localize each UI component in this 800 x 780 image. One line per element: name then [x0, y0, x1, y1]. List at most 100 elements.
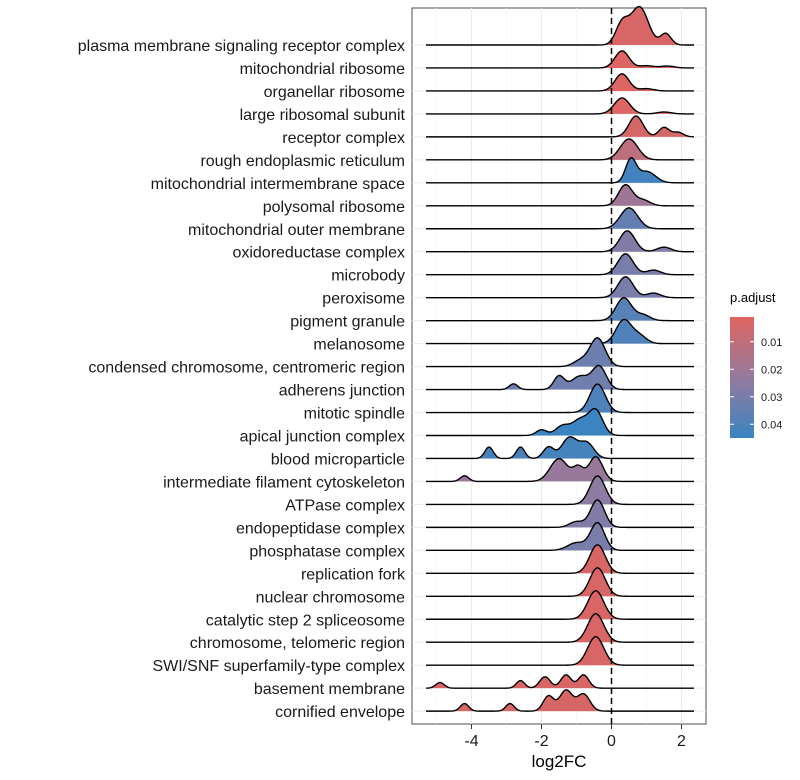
ridge-outline: [426, 183, 694, 207]
y-tick-label: mitotic spindle: [304, 406, 405, 423]
ridge: [426, 50, 694, 69]
x-tick-label: -2: [534, 733, 548, 750]
y-tick-label: oxidoreductase complex: [232, 245, 405, 262]
ridge-outline: [426, 436, 694, 460]
ridge: [426, 567, 694, 597]
y-tick-label: melanosome: [313, 337, 405, 354]
ridge-outline: [426, 297, 694, 322]
y-tick-label: large ribosomal subunit: [240, 107, 406, 124]
y-tick-label: phosphatase complex: [249, 543, 405, 560]
ridge-fill: [426, 230, 694, 252]
ridge-fill: [426, 276, 694, 298]
ridge-fill: [426, 365, 694, 390]
ridges: [425, 5, 695, 712]
y-tick-label: microbody: [331, 268, 405, 285]
legend-tick-label: 0.02: [761, 364, 782, 376]
ridge-outline: [426, 383, 694, 414]
ridge-fill: [426, 456, 694, 482]
ridge-outline: [426, 636, 694, 666]
legend-tick-label: 0.04: [761, 419, 782, 431]
ridge: [426, 115, 695, 138]
y-tick-label: chromosome, telomeric region: [190, 635, 405, 652]
y-tick-label: mitochondrial outer membrane: [188, 222, 405, 239]
x-tick-label: 0: [607, 733, 616, 750]
ridge: [426, 276, 694, 299]
ridge: [426, 207, 694, 230]
ridge: [426, 297, 694, 322]
ridge: [426, 407, 694, 437]
x-axis-ticks: -4 -2 0 2: [464, 724, 686, 750]
ridge-fill: [426, 436, 694, 459]
ridge-fill: [426, 253, 694, 275]
ridge-fill: [426, 184, 694, 206]
y-tick-label: SWI/SNF superfamily-type complex: [152, 658, 405, 675]
ridge-outline: [426, 253, 694, 276]
ridge: [426, 499, 694, 529]
ridge-fill: [426, 138, 694, 160]
ridge-outline: [426, 475, 694, 506]
y-tick-label: intermediate filament cytoskeleton: [163, 474, 405, 491]
ridge-outline: [426, 567, 694, 597]
legend: p.adjust 0.01 0.02 0.03 0.04: [730, 290, 782, 438]
ridge: [426, 590, 694, 620]
ridge: [426, 157, 694, 184]
ridge: [426, 383, 694, 414]
ridge-fill: [426, 408, 694, 436]
ridge: [426, 436, 694, 460]
legend-title: p.adjust: [730, 290, 776, 305]
ridge-outline: [426, 5, 694, 46]
y-tick-label: mitochondrial intermembrane space: [151, 176, 405, 193]
x-axis-title: log2FC: [532, 752, 587, 771]
ridge: [426, 253, 694, 276]
ridge-outline: [426, 207, 694, 230]
x-tick-label: 2: [677, 733, 686, 750]
y-tick-label: catalytic step 2 spliceosome: [206, 612, 405, 629]
y-tick-label: receptor complex: [282, 130, 405, 147]
ridge-outline: [426, 521, 694, 552]
ridge: [426, 544, 694, 575]
ridge-outline: [426, 590, 694, 620]
ridge-outline: [426, 138, 694, 161]
legend-ticks: 0.01 0.02 0.03 0.04: [730, 337, 782, 431]
ridge: [426, 97, 694, 115]
y-tick-label: condensed chromosome, centromeric region: [88, 360, 405, 377]
ridge-fill: [426, 157, 694, 183]
ridge-outline: [426, 613, 694, 643]
legend-tick-label: 0.03: [761, 392, 782, 404]
y-tick-label: basement membrane: [254, 681, 405, 698]
ridge: [426, 613, 694, 643]
y-tick-label: pigment granule: [290, 314, 405, 331]
y-tick-label: organellar ribosome: [264, 84, 406, 101]
ridge-outline: [426, 97, 694, 115]
y-tick-label: ATPase complex: [285, 497, 405, 514]
ridge: [426, 230, 694, 253]
ridge-outline: [426, 499, 694, 529]
y-tick-label: mitochondrial ribosome: [240, 61, 406, 78]
y-axis-labels: plasma membrane signaling receptor compl…: [78, 38, 406, 721]
ridge: [426, 455, 694, 483]
ridge: [426, 521, 694, 552]
y-tick-label: blood microparticle: [271, 451, 405, 468]
ridge: [426, 475, 694, 506]
ridge: [426, 183, 694, 207]
x-tick-label: -4: [464, 733, 478, 750]
ridge-fill: [426, 319, 694, 344]
ridge-outline: [426, 157, 694, 184]
ridge: [426, 689, 694, 712]
ridge: [426, 337, 694, 368]
ridge-fill: [426, 297, 694, 321]
ridge: [426, 138, 694, 161]
ridge: [426, 5, 694, 46]
y-tick-label: cornified envelope: [275, 704, 405, 721]
ridge-outline: [426, 337, 694, 368]
ridge-outline: [426, 689, 694, 712]
ridge-outline: [426, 230, 694, 253]
ridge-outline: [426, 364, 694, 391]
legend-tick-label: 0.01: [761, 337, 782, 349]
y-tick-label: endopeptidase complex: [236, 520, 405, 537]
ridge-outline: [426, 318, 694, 345]
y-tick-label: adherens junction: [279, 383, 405, 400]
y-tick-label: polysomal ribosome: [263, 199, 405, 216]
y-tick-label: replication fork: [301, 566, 406, 583]
y-tick-label: peroxisome: [322, 291, 405, 308]
